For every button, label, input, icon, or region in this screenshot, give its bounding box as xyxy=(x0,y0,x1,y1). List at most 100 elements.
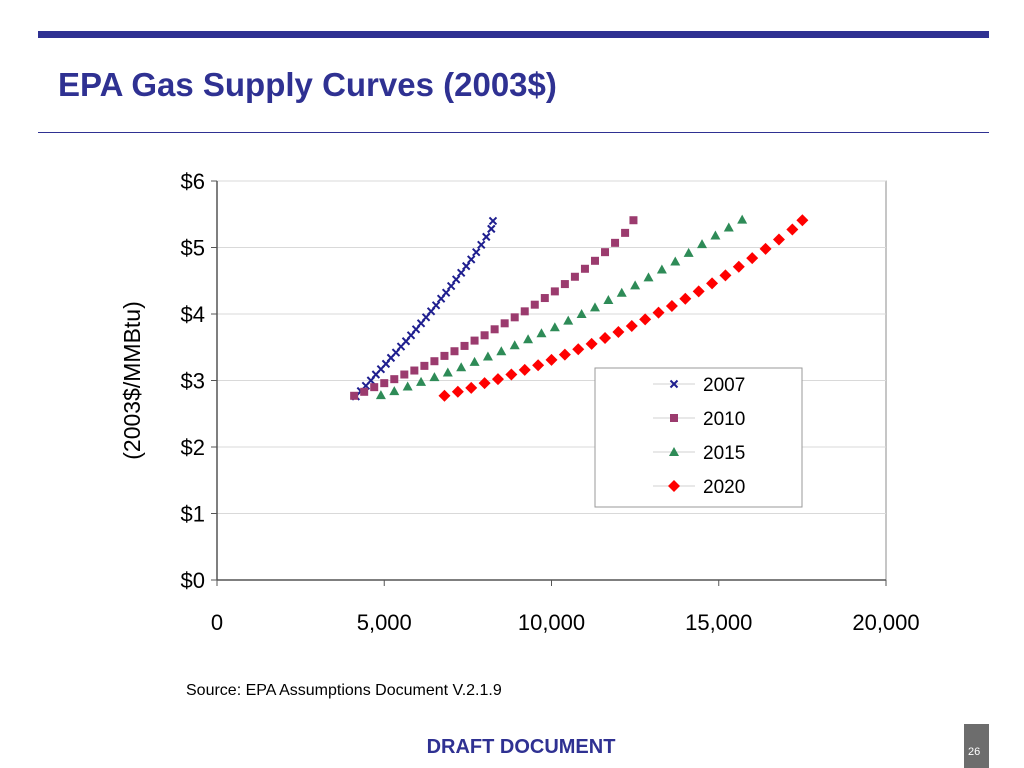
point-2020 xyxy=(665,300,678,313)
point-2010 xyxy=(450,347,459,356)
point-2020 xyxy=(572,343,585,356)
point-2020 xyxy=(558,348,571,361)
point-2010 xyxy=(360,387,369,396)
point-2015 xyxy=(549,322,560,332)
point-2020 xyxy=(706,277,719,290)
x-tick-label: 5,000 xyxy=(357,610,412,635)
page-number: 26 xyxy=(968,746,981,758)
slide-title: EPA Gas Supply Curves (2003$) xyxy=(58,66,557,103)
point-2020 xyxy=(612,325,625,338)
point-2015 xyxy=(656,264,667,274)
x-tick-label: 20,000 xyxy=(852,610,919,635)
series-2015 xyxy=(375,214,748,400)
point-2015 xyxy=(643,272,654,282)
point-2015 xyxy=(710,230,721,240)
point-2020 xyxy=(585,337,598,350)
point-2007 xyxy=(441,288,451,297)
point-2015 xyxy=(737,214,748,224)
point-2007 xyxy=(477,240,486,250)
point-2015 xyxy=(576,309,587,318)
point-2010 xyxy=(550,287,559,296)
point-2020 xyxy=(746,252,759,265)
point-2020 xyxy=(719,269,732,282)
point-2015 xyxy=(589,302,600,312)
point-2020 xyxy=(478,377,491,390)
draft-footer: DRAFT DOCUMENT xyxy=(426,736,616,758)
point-2015 xyxy=(482,351,493,361)
point-2015 xyxy=(375,390,386,400)
top-accent-bar xyxy=(38,31,989,38)
point-2020 xyxy=(639,313,652,326)
point-2010 xyxy=(390,375,399,384)
point-2007 xyxy=(451,275,461,284)
y-tick-label: $5 xyxy=(181,236,205,261)
point-2015 xyxy=(630,280,641,290)
legend-label: 2007 xyxy=(703,375,745,396)
point-2020 xyxy=(625,319,638,332)
point-2010 xyxy=(410,366,419,375)
point-2015 xyxy=(469,356,480,366)
point-2020 xyxy=(732,260,745,273)
point-2007 xyxy=(488,216,498,226)
point-2010 xyxy=(370,383,379,392)
point-2010 xyxy=(380,379,389,388)
point-2010 xyxy=(611,238,620,247)
point-2020 xyxy=(545,353,558,366)
point-2010 xyxy=(601,248,610,257)
point-2007 xyxy=(456,268,466,277)
point-2020 xyxy=(532,359,545,372)
series-2007 xyxy=(351,216,498,401)
point-2020 xyxy=(759,242,772,255)
point-2020 xyxy=(465,381,478,394)
point-2015 xyxy=(563,315,574,325)
point-2007 xyxy=(461,261,471,271)
point-2020 xyxy=(438,389,451,402)
x-tick-label: 10,000 xyxy=(518,610,585,635)
point-2010 xyxy=(420,361,429,370)
point-2007 xyxy=(482,232,491,242)
data-series xyxy=(350,214,809,402)
axes: $0 $1 $2 $3 $4 $5 $6 0 5,000 10,000 15,000 20,000 (2… xyxy=(119,169,920,635)
point-2020 xyxy=(451,385,464,398)
y-tick-label: $2 xyxy=(181,435,205,460)
y-tick-label: $1 xyxy=(181,502,205,527)
legend-marker-2007 xyxy=(669,379,679,389)
point-2010 xyxy=(520,307,529,316)
point-2020 xyxy=(652,306,665,319)
point-2020 xyxy=(772,233,785,246)
legend-marker-2020 xyxy=(668,480,680,492)
legend-label: 2020 xyxy=(703,477,745,498)
point-2020 xyxy=(679,292,692,305)
x-tick-label: 0 xyxy=(211,610,223,635)
y-tick-label: $6 xyxy=(181,169,205,194)
title-divider xyxy=(38,132,989,133)
point-2020 xyxy=(786,223,799,236)
legend-marker-2010 xyxy=(670,414,678,422)
point-2010 xyxy=(400,370,409,379)
point-2015 xyxy=(389,386,400,396)
point-2015 xyxy=(429,372,440,382)
y-tick-label: $0 xyxy=(181,568,205,593)
point-2015 xyxy=(509,340,520,350)
point-2020 xyxy=(692,285,705,298)
point-2010 xyxy=(560,280,569,289)
point-2015 xyxy=(536,328,547,338)
source-note: Source: EPA Assumptions Document V.2.1.9 xyxy=(186,682,502,699)
point-2010 xyxy=(470,336,479,345)
point-2015 xyxy=(616,287,627,297)
point-2010 xyxy=(500,319,509,328)
point-2010 xyxy=(590,256,599,265)
page-number-box: 26 xyxy=(964,724,989,768)
y-tick-label: $3 xyxy=(181,369,205,394)
point-2015 xyxy=(402,381,413,391)
point-2007 xyxy=(487,224,496,234)
point-2015 xyxy=(697,239,708,249)
legend-label: 2015 xyxy=(703,443,745,464)
point-2020 xyxy=(505,368,518,381)
point-2010 xyxy=(490,325,499,334)
legend-box xyxy=(594,367,803,508)
point-2007 xyxy=(431,301,441,310)
legend-marker-2015 xyxy=(669,447,679,456)
point-2010 xyxy=(430,357,439,366)
